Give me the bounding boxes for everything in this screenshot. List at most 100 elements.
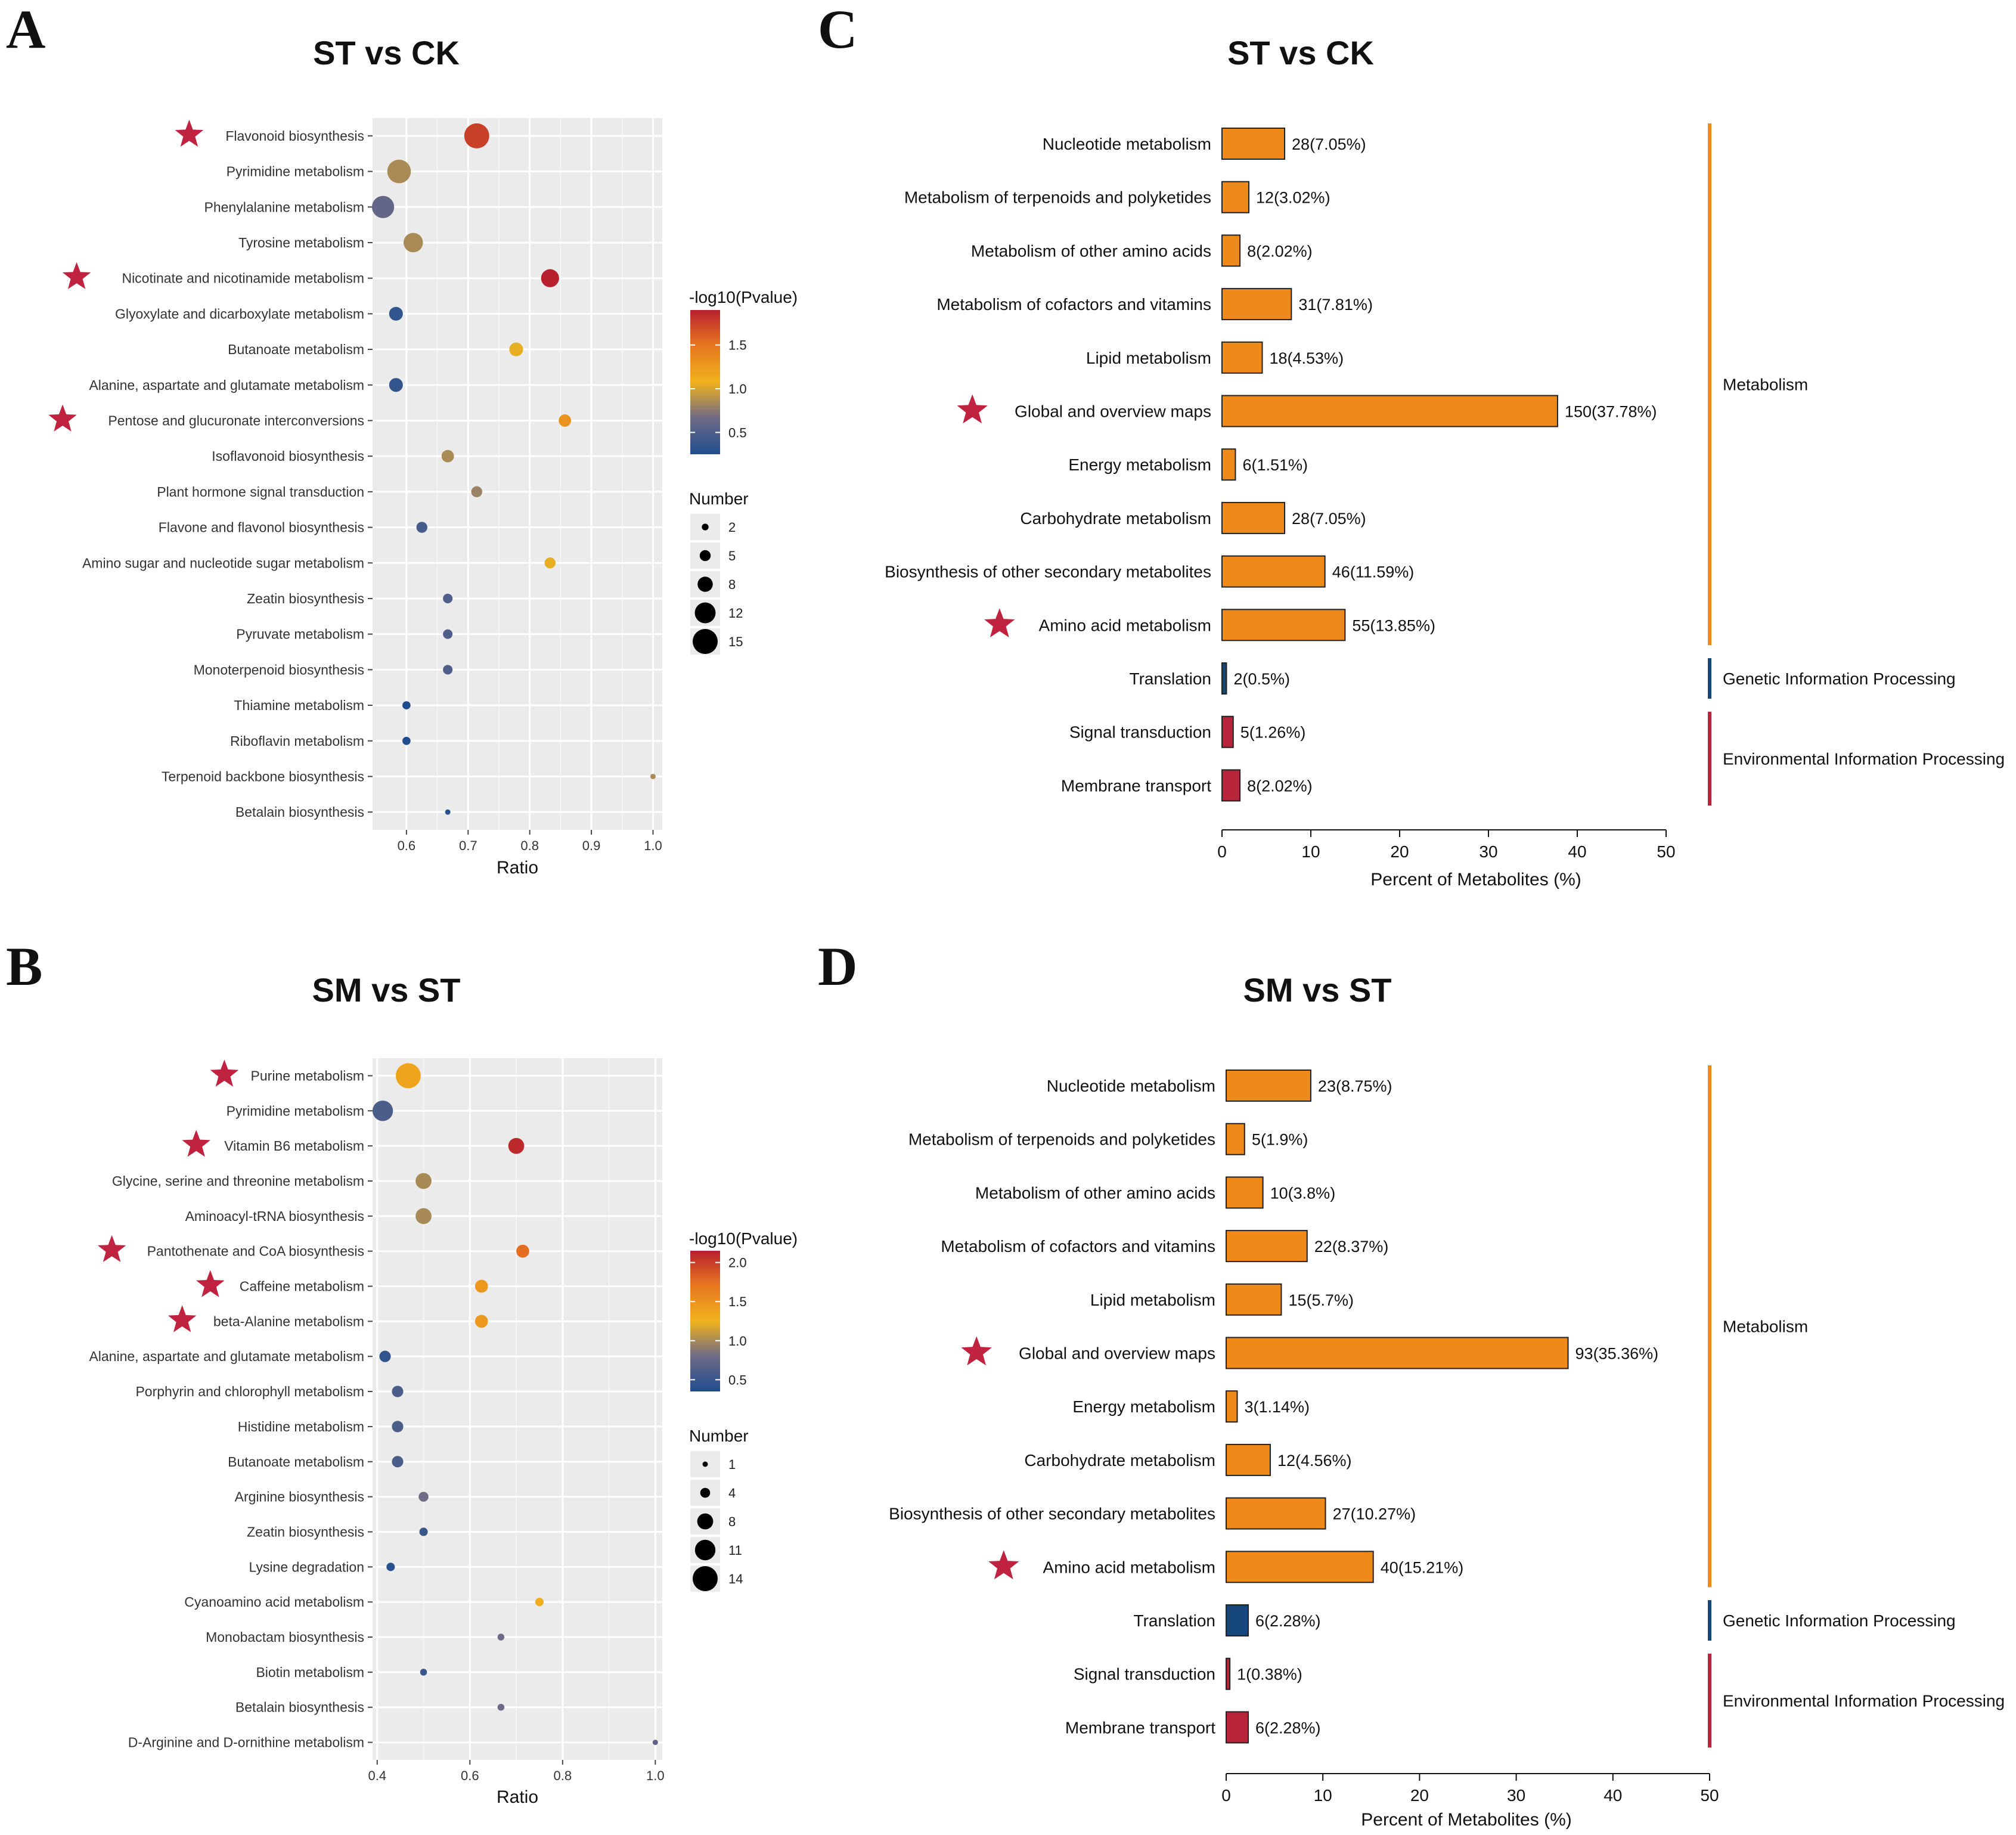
category-label-lipid-metabolism: Lipid metabolism (1086, 349, 1211, 367)
star-icon (168, 1305, 197, 1332)
category-label-energy-metabolism: Energy metabolism (1072, 1397, 1215, 1416)
bubble-chart-a: 0.6 0.7 0.8 0.9 1.0 Flavonoid biosynthesis Pyr… (48, 118, 747, 853)
bar-chart-d: Nucleotide metabolism 23(8.75%) Metabolism… (889, 1065, 2005, 1805)
pathway-label-monobactam-biosynthesis: Monobactam biosynthesis (206, 1629, 364, 1645)
pathway-label-histidine-metabolism: Histidine metabolism (238, 1419, 364, 1434)
panel-b-xlabel: Ratio (497, 1787, 538, 1807)
bubble-biotin-metabolism (420, 1669, 427, 1676)
category-label-metabolism-of-cofactors-and-vitamins: Metabolism of cofactors and vitamins (936, 295, 1211, 314)
bar-global-and-overview-maps (1226, 1337, 1569, 1369)
pathway-label-alanine-aspartate-and-glutamate-metabolism: Alanine, aspartate and glutamate metabol… (89, 377, 364, 393)
star-icon (175, 119, 204, 147)
bar-membrane-transport (1226, 1711, 1249, 1744)
bar-value-label: 6(1.51%) (1242, 456, 1308, 474)
category-label-carbohydrate-metabolism: Carbohydrate metabolism (1020, 509, 1211, 528)
size-key-label: 14 (728, 1571, 743, 1586)
group-label-metabolism: Metabolism (1723, 1318, 1808, 1336)
bar-metabolism-of-other-amino-acids (1226, 1176, 1264, 1209)
bar-nucleotide-metabolism (1221, 128, 1286, 160)
pathway-label-pyrimidine-metabolism: Pyrimidine metabolism (227, 1103, 364, 1118)
bar-signal-transduction (1226, 1657, 1231, 1690)
bubble-plant-hormone-signal-transduction (471, 486, 482, 498)
pathway-label-vitamin-b6-metabolism: Vitamin B6 metabolism (224, 1138, 364, 1154)
bubble-cyanoamino-acid-metabolism (535, 1598, 544, 1607)
category-label-biosynthesis-of-other-secondary-metabolites: Biosynthesis of other secondary metaboli… (889, 1505, 1215, 1523)
bubble-butanoate-metabolism (509, 342, 523, 357)
pathway-label-aminoacyl-trna-biosynthesis: Aminoacyl-tRNA biosynthesis (185, 1208, 364, 1224)
bubble-pantothenate-and-coa-biosynthesis (516, 1244, 529, 1258)
bar-value-label: 2(0.5%) (1233, 670, 1290, 688)
bar-chart-c: Nucleotide metabolism 28(7.05%) Metabolism… (885, 123, 2005, 861)
x-tick-label: 0 (1217, 842, 1227, 861)
bubble-isoflavonoid-biosynthesis (441, 450, 454, 463)
pathway-label-zeatin-biosynthesis: Zeatin biosynthesis (247, 591, 364, 606)
colorbar (690, 310, 720, 454)
pathway-label-pyrimidine-metabolism: Pyrimidine metabolism (227, 164, 364, 179)
category-label-metabolism-of-cofactors-and-vitamins: Metabolism of cofactors and vitamins (941, 1237, 1215, 1256)
size-key-dot (693, 629, 718, 654)
bubble-flavonoid-biosynthesis (464, 123, 489, 148)
bubble-purine-metabolism (395, 1063, 421, 1089)
bar-amino-acid-metabolism (1226, 1551, 1374, 1583)
category-label-nucleotide-metabolism: Nucleotide metabolism (1043, 135, 1211, 153)
pathway-label-pantothenate-and-coa-biosynthesis: Pantothenate and CoA biosynthesis (147, 1244, 364, 1259)
bubble-monobactam-biosynthesis (497, 1633, 505, 1641)
bubble-chart-b: 0.4 0.6 0.8 1.0 Purine metabolism Pyrimidine … (89, 1058, 747, 1783)
x-tick-label: 0.6 (461, 1768, 479, 1783)
x-tick-label: 0 (1221, 1786, 1231, 1805)
bar-biosynthesis-of-other-secondary-metabolites (1221, 555, 1326, 588)
bubble-monoterpenoid-biosynthesis (443, 665, 453, 675)
size-key-dot (697, 576, 713, 592)
colorbar-label: 1.5 (728, 338, 747, 353)
bubble-lysine-degradation (386, 1563, 395, 1571)
star-icon (97, 1235, 126, 1262)
x-tick-label: 0.4 (368, 1768, 386, 1783)
category-label-translation: Translation (1134, 1611, 1215, 1630)
bubble-betalain-biosynthesis (497, 1703, 505, 1711)
category-label-energy-metabolism: Energy metabolism (1068, 455, 1211, 474)
pathway-label-beta-alanine-metabolism: beta-Alanine metabolism (213, 1313, 364, 1329)
pathway-label-butanoate-metabolism: Butanoate metabolism (228, 1454, 364, 1470)
star-icon (957, 394, 988, 424)
x-tick-label: 0.7 (459, 838, 477, 853)
pathway-label-isoflavonoid-biosynthesis: Isoflavonoid biosynthesis (212, 448, 364, 464)
panel-letter-b: B (6, 936, 42, 997)
bar-biosynthesis-of-other-secondary-metabolites (1226, 1497, 1326, 1530)
panel-a-size-legend-title: Number (689, 489, 749, 508)
group-label-environmental: Environmental Information Processing (1723, 750, 2005, 768)
bubble-pyrimidine-metabolism (372, 1101, 393, 1121)
size-key-label: 8 (728, 577, 736, 592)
bubble-thiamine-metabolism (402, 701, 411, 709)
colorbar-label: 0.5 (728, 1372, 747, 1387)
category-label-amino-acid-metabolism: Amino acid metabolism (1043, 1558, 1215, 1576)
pathway-label-tyrosine-metabolism: Tyrosine metabolism (238, 235, 364, 250)
pathway-label-terpenoid-backbone-biosynthesis: Terpenoid backbone biosynthesis (162, 768, 364, 784)
bar-global-and-overview-maps (1221, 395, 1558, 427)
bar-value-label: 1(0.38%) (1237, 1666, 1302, 1684)
panel-a-color-legend-title: -log10(Pvalue) (689, 288, 798, 306)
size-key-dot (697, 1513, 714, 1530)
size-key-dot (700, 1487, 711, 1498)
bubble-nicotinate-and-nicotinamide-metabolism (541, 269, 559, 287)
star-icon (62, 262, 91, 289)
bar-value-label: 40(15.21%) (1381, 1558, 1464, 1576)
pathway-label-d-arginine-and-d-ornithine-metabolism: D-Arginine and D-ornithine metabolism (128, 1735, 364, 1750)
bar-value-label: 18(4.53%) (1269, 349, 1344, 367)
bar-value-label: 6(2.28%) (1255, 1612, 1321, 1630)
bubble-aminoacyl-trna-biosynthesis (415, 1208, 432, 1225)
category-label-membrane-transport: Membrane transport (1061, 776, 1211, 795)
bubble-tyrosine-metabolism (403, 233, 423, 253)
bar-value-label: 12(3.02%) (1256, 189, 1330, 207)
star-icon (961, 1336, 992, 1366)
panel-a-xlabel: Ratio (497, 858, 538, 878)
star-icon (988, 1550, 1019, 1580)
bar-value-label: 93(35.36%) (1575, 1345, 1659, 1363)
pathway-label-monoterpenoid-biosynthesis: Monoterpenoid biosynthesis (194, 662, 364, 677)
bubble-riboflavin-metabolism (402, 736, 411, 745)
category-label-signal-transduction: Signal transduction (1074, 1665, 1215, 1684)
colorbar-label: 1.0 (728, 382, 747, 396)
bar-nucleotide-metabolism (1226, 1070, 1311, 1102)
category-label-carbohydrate-metabolism: Carbohydrate metabolism (1024, 1451, 1215, 1470)
group-label-environmental: Environmental Information Processing (1723, 1692, 2005, 1710)
